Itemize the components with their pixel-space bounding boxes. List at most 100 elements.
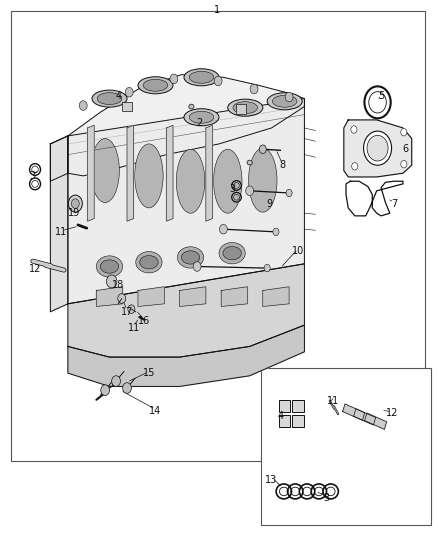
- Ellipse shape: [100, 260, 119, 273]
- Text: 6: 6: [402, 144, 408, 154]
- Text: 12: 12: [386, 408, 398, 418]
- Circle shape: [101, 385, 110, 395]
- Ellipse shape: [189, 111, 214, 123]
- Ellipse shape: [233, 102, 258, 114]
- Circle shape: [264, 264, 270, 272]
- Polygon shape: [364, 413, 387, 429]
- Circle shape: [170, 74, 178, 84]
- Ellipse shape: [214, 149, 242, 213]
- Circle shape: [401, 160, 407, 168]
- Text: 11: 11: [55, 227, 67, 237]
- Polygon shape: [96, 287, 123, 306]
- Text: 3: 3: [229, 184, 235, 194]
- Text: 11: 11: [127, 323, 140, 333]
- Circle shape: [286, 189, 292, 197]
- Circle shape: [112, 376, 120, 386]
- Circle shape: [367, 135, 388, 161]
- Polygon shape: [343, 404, 365, 420]
- Ellipse shape: [228, 99, 263, 116]
- Polygon shape: [353, 409, 376, 425]
- Polygon shape: [206, 125, 212, 221]
- Ellipse shape: [96, 256, 123, 277]
- Circle shape: [68, 195, 82, 212]
- Text: 10: 10: [292, 246, 304, 255]
- Bar: [279, 400, 290, 412]
- Ellipse shape: [143, 79, 168, 91]
- Text: 4: 4: [115, 91, 121, 101]
- Polygon shape: [180, 287, 206, 306]
- Ellipse shape: [140, 255, 158, 269]
- Circle shape: [193, 262, 201, 271]
- Bar: [279, 415, 290, 427]
- Text: 5: 5: [378, 91, 384, 101]
- Circle shape: [71, 199, 79, 208]
- Circle shape: [79, 101, 87, 110]
- Ellipse shape: [176, 149, 205, 213]
- Circle shape: [246, 186, 254, 196]
- Text: 16: 16: [138, 316, 151, 326]
- Ellipse shape: [247, 160, 252, 165]
- Ellipse shape: [267, 93, 302, 110]
- Ellipse shape: [138, 77, 173, 94]
- Text: 9: 9: [266, 199, 272, 208]
- Polygon shape: [263, 287, 289, 306]
- Ellipse shape: [249, 148, 277, 212]
- Polygon shape: [166, 125, 173, 221]
- Polygon shape: [68, 264, 304, 357]
- Polygon shape: [138, 287, 164, 306]
- Circle shape: [273, 228, 279, 236]
- Ellipse shape: [184, 69, 219, 86]
- Circle shape: [351, 126, 357, 133]
- Polygon shape: [50, 136, 68, 181]
- Circle shape: [106, 275, 117, 288]
- Text: 3: 3: [30, 171, 36, 181]
- Ellipse shape: [181, 251, 200, 264]
- Circle shape: [364, 131, 392, 165]
- Bar: [261, 368, 431, 525]
- Ellipse shape: [219, 243, 245, 264]
- Bar: [292, 400, 304, 412]
- Polygon shape: [68, 99, 304, 304]
- Circle shape: [259, 145, 266, 154]
- Text: 17: 17: [121, 307, 133, 317]
- Text: 4: 4: [277, 411, 283, 421]
- Bar: [122, 102, 132, 111]
- Text: 15: 15: [143, 368, 155, 378]
- Ellipse shape: [189, 71, 214, 83]
- Bar: [11, 11, 425, 461]
- Text: 8: 8: [279, 160, 286, 170]
- Text: 2: 2: [196, 118, 202, 127]
- Bar: [292, 415, 304, 427]
- Circle shape: [118, 294, 126, 303]
- Circle shape: [125, 87, 133, 97]
- Ellipse shape: [92, 90, 127, 107]
- Ellipse shape: [136, 252, 162, 273]
- Circle shape: [214, 76, 222, 86]
- Text: 14: 14: [149, 407, 162, 416]
- Text: 7: 7: [391, 199, 397, 208]
- Text: 3: 3: [323, 494, 329, 503]
- Circle shape: [285, 92, 293, 102]
- Polygon shape: [68, 325, 304, 386]
- Circle shape: [352, 163, 358, 170]
- Polygon shape: [221, 287, 247, 306]
- Ellipse shape: [97, 93, 122, 104]
- Ellipse shape: [272, 95, 297, 107]
- Ellipse shape: [184, 109, 219, 126]
- Circle shape: [250, 84, 258, 94]
- Circle shape: [128, 305, 135, 313]
- Circle shape: [401, 128, 407, 136]
- Polygon shape: [50, 136, 68, 312]
- Ellipse shape: [223, 246, 241, 260]
- Ellipse shape: [177, 247, 204, 268]
- Polygon shape: [68, 75, 304, 176]
- Ellipse shape: [91, 139, 119, 203]
- Text: 19: 19: [67, 208, 80, 218]
- Ellipse shape: [135, 144, 163, 208]
- Text: 12: 12: [29, 264, 41, 274]
- Circle shape: [219, 224, 227, 234]
- Polygon shape: [344, 120, 412, 177]
- Text: 18: 18: [112, 280, 124, 290]
- Text: 11: 11: [327, 396, 339, 406]
- Text: 1: 1: [214, 5, 220, 14]
